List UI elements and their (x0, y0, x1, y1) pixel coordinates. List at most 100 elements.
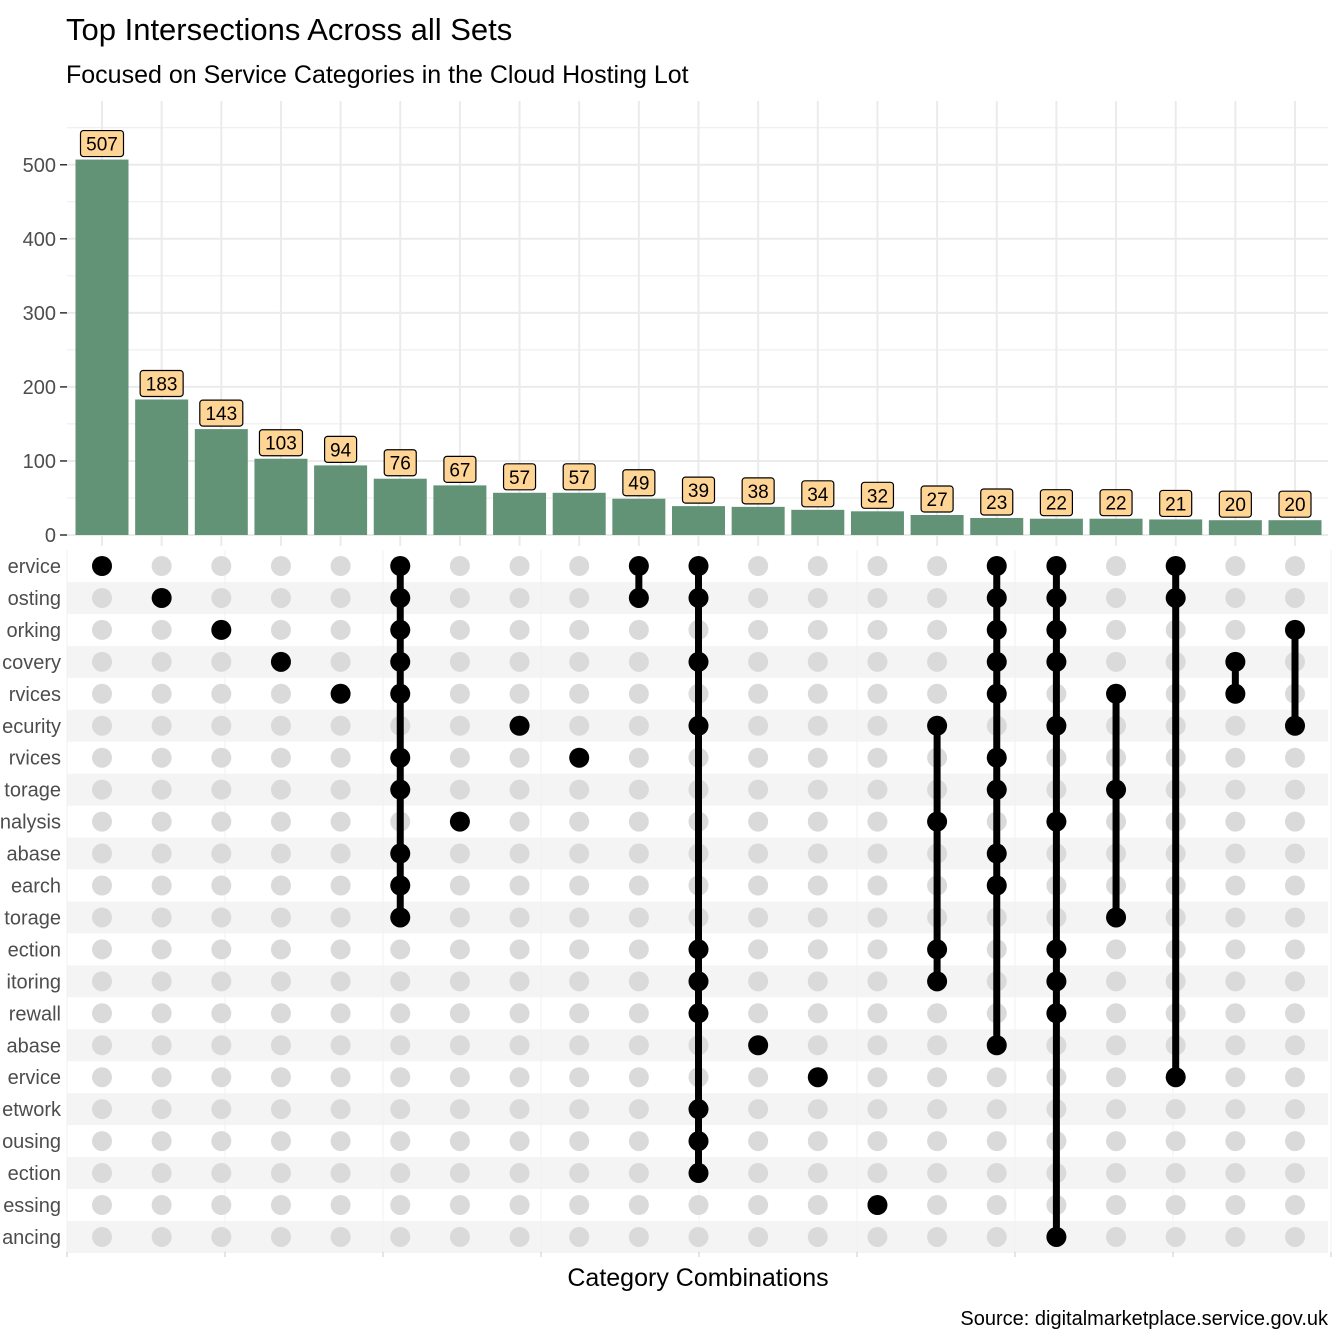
inactive-dot (330, 1226, 351, 1247)
active-dot (688, 939, 709, 960)
inactive-dot (92, 1131, 112, 1152)
inactive-dot (748, 651, 769, 672)
inactive-dot (211, 907, 232, 928)
inactive-dot (1106, 1035, 1127, 1056)
inactive-dot (92, 779, 112, 800)
active-dot (449, 811, 470, 832)
inactive-dot (449, 747, 470, 768)
inactive-dot (211, 1067, 232, 1088)
inactive-dot (151, 651, 172, 672)
bar-value-box (443, 455, 477, 483)
bar (910, 515, 964, 535)
active-dot (986, 779, 1007, 800)
inactive-dot (330, 556, 351, 576)
inactive-dot (390, 1099, 411, 1120)
inactive-dot (569, 971, 590, 992)
inactive-dot (211, 843, 232, 864)
set-label: abase (7, 1035, 62, 1057)
active-dot (986, 1035, 1007, 1056)
inactive-dot (509, 1131, 530, 1152)
active-dot (807, 1067, 828, 1088)
inactive-dot (330, 779, 351, 800)
inactive-dot (330, 1163, 351, 1184)
inactive-dot (1225, 587, 1246, 608)
inactive-dot (151, 1003, 172, 1024)
inactive-dot (1285, 1163, 1305, 1184)
inactive-dot (1106, 1226, 1127, 1247)
inactive-dot (1225, 556, 1246, 576)
inactive-dot (569, 907, 590, 928)
inactive-dot (449, 1035, 470, 1056)
inactive-dot (748, 811, 769, 832)
inactive-dot (330, 1195, 351, 1215)
inactive-dot (509, 971, 530, 992)
inactive-dot (927, 651, 948, 672)
inactive-dot (449, 1131, 470, 1152)
inactive-dot (211, 971, 232, 992)
inactive-dot (509, 587, 530, 608)
bar-value-label: 49 (628, 474, 649, 495)
inactive-dot (569, 1163, 590, 1184)
inactive-dot (151, 875, 172, 896)
inactive-dot (1165, 1226, 1186, 1247)
inactive-dot (390, 939, 411, 960)
active-dot (1046, 619, 1067, 640)
inactive-dot (151, 971, 172, 992)
active-dot (628, 556, 649, 576)
inactive-dot (748, 1195, 769, 1215)
bar-value-label: 27 (927, 490, 948, 511)
inactive-dot (270, 907, 291, 928)
active-dot (390, 619, 411, 640)
inactive-dot (449, 1226, 470, 1247)
inactive-dot (92, 1195, 112, 1215)
active-dot (927, 811, 948, 832)
inactive-dot (151, 1067, 172, 1088)
inactive-dot (927, 683, 948, 704)
inactive-dot (330, 1067, 351, 1088)
active-dot (390, 556, 411, 576)
inactive-dot (1225, 939, 1246, 960)
set-label: earch (11, 876, 61, 898)
inactive-dot (1225, 715, 1246, 736)
bar (1268, 520, 1322, 535)
inactive-dot (748, 1163, 769, 1184)
inactive-dot (807, 1163, 828, 1184)
active-dot (92, 556, 112, 576)
set-label: ervice (8, 556, 61, 578)
inactive-dot (509, 619, 530, 640)
inactive-dot (748, 907, 769, 928)
inactive-dot (509, 683, 530, 704)
inactive-dot (748, 843, 769, 864)
inactive-dot (151, 715, 172, 736)
inactive-dot (151, 939, 172, 960)
inactive-dot (151, 1131, 172, 1152)
inactive-dot (569, 651, 590, 672)
inactive-dot (1285, 875, 1305, 896)
inactive-dot (1285, 587, 1305, 608)
bar-value-label: 32 (867, 486, 888, 507)
bar-value-box (1159, 489, 1193, 518)
inactive-dot (92, 811, 112, 832)
inactive-dot (1106, 1163, 1127, 1184)
active-dot (1046, 811, 1067, 832)
matrix-panel: ervice osting orking covery rvices ecurity rvi… (0, 550, 1332, 1257)
active-dot (688, 1131, 709, 1152)
bar (731, 506, 785, 535)
inactive-dot (211, 1195, 232, 1215)
inactive-dot (211, 556, 232, 576)
inactive-dot (211, 875, 232, 896)
active-dot (1285, 715, 1305, 736)
active-dot (1106, 907, 1127, 928)
bar (672, 506, 725, 535)
inactive-dot (927, 587, 948, 608)
inactive-dot (569, 556, 590, 576)
inactive-dot (509, 747, 530, 768)
inactive-dot (449, 1099, 470, 1120)
active-dot (688, 587, 709, 608)
active-dot (986, 683, 1007, 704)
bar (373, 478, 427, 535)
inactive-dot (628, 1226, 649, 1247)
inactive-dot (628, 1035, 649, 1056)
active-dot (390, 747, 411, 768)
inactive-dot (807, 1035, 828, 1056)
